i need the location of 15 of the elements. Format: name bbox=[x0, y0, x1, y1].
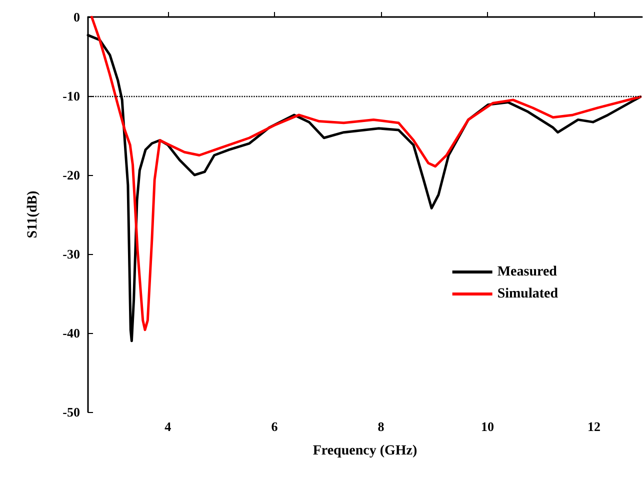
x-tick-label: 8 bbox=[378, 419, 385, 434]
y-tick-label: -20 bbox=[62, 168, 80, 182]
y-axis-title: S11(dB) bbox=[26, 190, 40, 238]
x-tick-label: 6 bbox=[271, 419, 278, 434]
y-tick-label: -10 bbox=[62, 88, 80, 104]
legend-label: Measured bbox=[497, 264, 558, 280]
y-tick-label: -50 bbox=[62, 404, 80, 420]
x-axis-title: Frequency (GHz) bbox=[312, 444, 418, 458]
y-tick-label: -30 bbox=[62, 246, 80, 262]
x-tick-label: 10 bbox=[481, 419, 494, 434]
x-tick-label: 4 bbox=[164, 419, 172, 434]
y-tick-label: 0 bbox=[74, 10, 80, 24]
x-tick-label: 12 bbox=[588, 419, 601, 434]
legend-label: Simulated bbox=[497, 286, 558, 302]
y-tick-label: -40 bbox=[62, 326, 80, 340]
